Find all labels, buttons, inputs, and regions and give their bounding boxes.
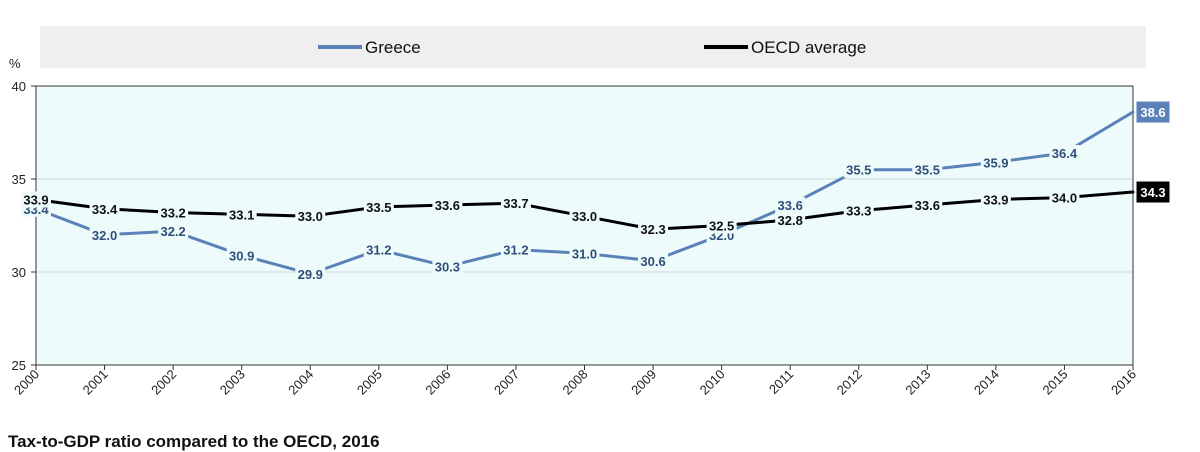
data-label-greece-2012: 35.5 (846, 163, 871, 178)
end-label-greece: 38.6 (1140, 105, 1165, 120)
x-tick-label-2008: 2008 (560, 367, 591, 398)
y-tick-label-40: 40 (12, 79, 26, 94)
x-axis-ticks: 2000 2001 2002 2003 2004 2005 2006 2007 2008 2009… (11, 365, 1139, 398)
x-tick-label-2015: 2015 (1040, 367, 1071, 398)
data-label-greece-2005: 31.2 (366, 243, 391, 258)
x-tick-label-2012: 2012 (834, 367, 865, 398)
x-tick-label-2003: 2003 (217, 367, 248, 398)
y-axis-unit: % (9, 56, 21, 71)
data-label-oecd-2003: 33.1 (229, 207, 254, 222)
legend-label-greece: Greece (365, 38, 421, 57)
chart-title: Tax-to-GDP ratio compared to the OECD, 2… (8, 432, 380, 452)
data-label-oecd-2002: 33.2 (160, 205, 185, 220)
data-label-oecd-2004: 33.0 (298, 209, 323, 224)
data-label-greece-2009: 30.6 (640, 254, 665, 269)
data-label-oecd-2012: 33.3 (846, 204, 871, 219)
legend-label-oecd: OECD average (751, 38, 866, 57)
data-label-oecd-2015: 34.0 (1052, 191, 1077, 206)
x-tick-label-2013: 2013 (902, 367, 933, 398)
x-tick-label-2010: 2010 (697, 367, 728, 398)
data-label-oecd-2007: 33.7 (503, 196, 528, 211)
end-labels: 38.6 34.3 (1136, 101, 1170, 203)
data-label-greece-2013: 35.5 (915, 163, 940, 178)
data-label-greece-2008: 31.0 (572, 246, 597, 261)
x-tick-label-2002: 2002 (148, 367, 179, 398)
data-label-greece-2003: 30.9 (229, 248, 254, 263)
data-label-oecd-2008: 33.0 (572, 209, 597, 224)
data-label-oecd-2005: 33.5 (366, 200, 391, 215)
data-label-oecd-2013: 33.6 (915, 198, 940, 213)
x-tick-label-2016: 2016 (1108, 367, 1139, 398)
data-label-greece-2014: 35.9 (983, 155, 1008, 170)
legend-box (40, 26, 1146, 68)
x-tick-label-2004: 2004 (285, 367, 316, 398)
data-label-oecd-2000: 33.9 (23, 192, 48, 207)
x-tick-label-2014: 2014 (971, 367, 1002, 398)
data-label-greece-2001: 32.0 (92, 228, 117, 243)
y-axis-ticks: 25 30 35 40 (12, 79, 36, 373)
data-label-oecd-2011: 32.8 (778, 213, 803, 228)
plot-area (36, 86, 1133, 365)
data-label-greece-2007: 31.2 (503, 243, 528, 258)
x-tick-label-2006: 2006 (422, 367, 453, 398)
y-tick-label-30: 30 (12, 265, 26, 280)
y-tick-label-25: 25 (12, 358, 26, 373)
data-label-oecd-2001: 33.4 (92, 202, 118, 217)
x-tick-label-2011: 2011 (766, 367, 796, 397)
x-tick-label-2005: 2005 (354, 367, 385, 398)
data-label-greece-2015: 36.4 (1052, 146, 1078, 161)
x-tick-label-2009: 2009 (628, 367, 659, 398)
y-tick-label-35: 35 (12, 172, 26, 187)
data-label-greece-2011: 33.6 (778, 198, 803, 213)
data-label-greece-2004: 29.9 (298, 267, 323, 282)
data-label-oecd-2010: 32.5 (709, 219, 734, 234)
data-label-oecd-2009: 32.3 (640, 222, 665, 237)
x-tick-label-2001: 2001 (80, 367, 111, 398)
line-chart: Greece OECD average % 25303540 2000 2001 2… (0, 0, 1200, 444)
data-label-greece-2006: 30.3 (435, 259, 460, 274)
data-label-oecd-2006: 33.6 (435, 198, 460, 213)
x-tick-label-2007: 2007 (491, 367, 522, 398)
end-label-oecd: 34.3 (1140, 185, 1165, 200)
data-label-oecd-2014: 33.9 (983, 192, 1008, 207)
data-label-greece-2002: 32.2 (160, 224, 185, 239)
